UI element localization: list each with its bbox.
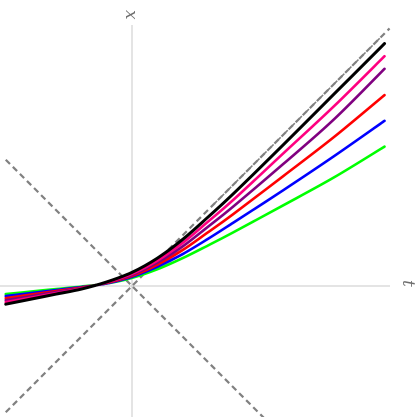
series-line-2 [4, 54, 386, 304]
series-line-6 [4, 145, 386, 296]
y-axis-label: x [121, 10, 141, 20]
series-line-1 [4, 42, 386, 306]
series-line-3 [4, 67, 386, 302]
asymptotes [4, 27, 391, 417]
axes [0, 25, 390, 417]
series-group [4, 35, 386, 306]
series-line-5 [4, 119, 386, 298]
asymptote-line-1 [4, 27, 391, 414]
x-axis-label: t [398, 280, 415, 287]
asymptote-line-2 [4, 158, 265, 417]
